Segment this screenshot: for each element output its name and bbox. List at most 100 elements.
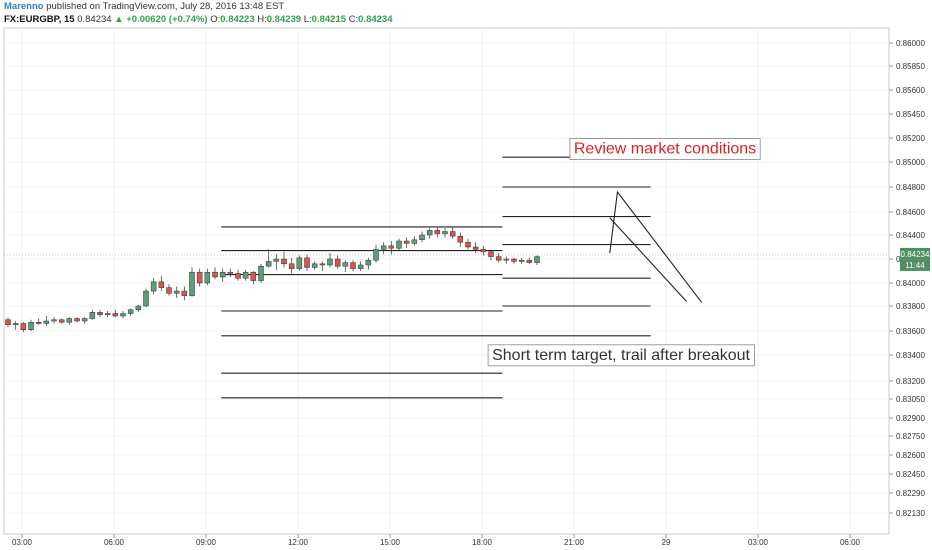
low-value: 0.84215 xyxy=(311,14,347,25)
candle-body xyxy=(43,320,50,324)
candle-body xyxy=(288,263,295,269)
candle-body xyxy=(472,246,479,250)
candle-body xyxy=(265,261,272,267)
annotations[interactable]: Review market conditions Short term targe… xyxy=(487,138,761,367)
candle-body xyxy=(204,271,211,284)
candle-body xyxy=(396,240,402,249)
close-label: C: xyxy=(348,14,359,25)
x-tick-label: 03:00 xyxy=(748,538,769,547)
candle-body xyxy=(296,257,303,269)
price-badge-text: 0.84234 xyxy=(901,250,930,259)
candle-body xyxy=(28,322,34,330)
candle-body xyxy=(5,319,11,325)
close-value: 0.84234 xyxy=(358,14,393,25)
publish-line: Marenno published on TradingView.com, Ju… xyxy=(4,0,393,13)
y-tick-label: 0.82750 xyxy=(896,432,925,441)
x-tick-label: 21:00 xyxy=(564,538,585,547)
y-tick-label: 0.83800 xyxy=(896,302,925,311)
candle-body xyxy=(357,264,364,269)
projection-leg xyxy=(609,217,687,302)
candle-body xyxy=(227,271,234,274)
y-tick-label: 0.85850 xyxy=(896,62,925,71)
candle-body xyxy=(127,309,134,314)
candle-body xyxy=(120,313,126,317)
y-tick-label: 0.83050 xyxy=(896,395,925,404)
candle-body xyxy=(12,323,19,325)
projection-line xyxy=(609,190,703,303)
candle-body xyxy=(327,258,333,266)
candle-body xyxy=(250,271,257,281)
candle-body xyxy=(426,230,433,236)
low-label: L: xyxy=(303,14,312,25)
level-lines[interactable] xyxy=(221,156,651,399)
last-price: 0.84234 xyxy=(77,14,112,25)
candle-body xyxy=(66,318,73,323)
candle-body xyxy=(403,240,410,244)
symbol-name: FX:EURGBP, 15 xyxy=(4,14,75,25)
candle-body xyxy=(319,263,326,266)
candle-body xyxy=(181,290,188,296)
y-tick-label: 0.84800 xyxy=(896,183,925,192)
candle-body xyxy=(273,258,280,262)
y-tick-label: 0.85450 xyxy=(896,110,925,119)
x-tick-label: 03:00 xyxy=(12,538,33,547)
candle-body xyxy=(449,231,456,237)
x-tick-label: 18:00 xyxy=(472,538,493,547)
candle-body xyxy=(503,258,510,261)
open-label: O: xyxy=(210,14,221,25)
y-tick-label: 0.85000 xyxy=(896,158,925,167)
chart-header: Marenno published on TradingView.com, Ju… xyxy=(4,0,393,28)
candle-body xyxy=(212,271,218,278)
author-name[interactable]: Marenno xyxy=(4,1,44,12)
target-annotation-box xyxy=(487,344,755,367)
candle-body xyxy=(58,319,65,323)
candle-body xyxy=(166,287,172,294)
price-change: +0.00620 (+0.74%) xyxy=(126,14,208,25)
candle-body xyxy=(89,312,96,319)
x-tick-label: 06:00 xyxy=(840,538,861,547)
candles xyxy=(5,226,540,333)
x-tick-label: 29 xyxy=(662,538,671,547)
price-axis[interactable]: 0.86000 0.85850 0.85600 0.85450 0.85200 0.850… xyxy=(889,39,925,518)
y-tick-label: 0.82450 xyxy=(896,470,925,479)
symbol-line: FX:EURGBP, 15 0.84234 ▲ +0.00620 (+0.74%… xyxy=(4,13,393,26)
candle-body xyxy=(411,239,418,244)
candle-body xyxy=(158,281,165,288)
candle-body xyxy=(365,259,372,266)
y-tick-label: 0.84600 xyxy=(896,208,925,217)
candle-body xyxy=(81,318,88,322)
y-tick-label: 0.82900 xyxy=(896,414,925,423)
candle-body xyxy=(434,230,441,235)
y-tick-label: 0.83400 xyxy=(896,351,925,360)
review-annotation-box xyxy=(569,138,761,161)
candle-body xyxy=(304,257,310,268)
candle-body xyxy=(135,305,142,310)
candle-body xyxy=(74,318,80,322)
x-tick-label: 12:00 xyxy=(288,538,309,547)
candle-body xyxy=(258,265,264,281)
price-badge-box xyxy=(900,247,930,260)
candle-body xyxy=(518,259,525,262)
candle-body xyxy=(526,259,533,263)
time-axis[interactable]: 03:00 06:00 09:00 12:00 15:00 18:00 21:00 29 03:… xyxy=(12,534,861,547)
y-tick-label: 0.85200 xyxy=(896,134,925,143)
x-tick-label: 15:00 xyxy=(380,538,401,547)
y-tick-label: 0.85600 xyxy=(896,86,925,95)
candle-body xyxy=(20,323,27,330)
x-tick-label: 06:00 xyxy=(104,538,125,547)
candle-body xyxy=(457,235,464,243)
up-arrow-icon: ▲ xyxy=(114,14,124,25)
y-tick-label: 0.83200 xyxy=(896,377,925,386)
candle-body xyxy=(534,256,540,263)
y-tick-label: 0.84000 xyxy=(896,279,925,288)
candle-body xyxy=(173,290,180,294)
candle-body xyxy=(442,231,448,235)
candle-body xyxy=(104,313,111,315)
candle-body xyxy=(112,313,119,317)
candle-body xyxy=(419,234,425,241)
y-tick-label: 0.84400 xyxy=(896,231,925,240)
high-label: H: xyxy=(257,14,267,25)
projection-path[interactable] xyxy=(4,190,889,303)
candle-body xyxy=(150,281,157,292)
